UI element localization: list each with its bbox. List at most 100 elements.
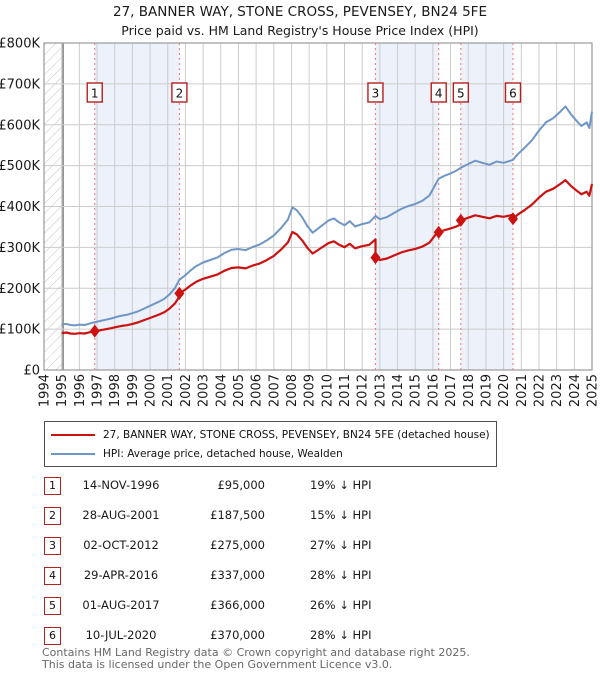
sale-row: 3 02-OCT-2012 £275,000 27% ↓ HPI — [0, 537, 600, 556]
sale-row: 1 14-NOV-1996 £95,000 19% ↓ HPI — [0, 477, 600, 496]
x-tick-label: 1996 — [73, 374, 88, 407]
sale-price: £275,000 — [210, 538, 265, 552]
footer-line-2: This data is licensed under the Open Gov… — [42, 657, 393, 671]
x-tick-label: 1997 — [91, 374, 106, 407]
sale-date: 10-JUL-2020 — [85, 628, 157, 642]
legend-line-swatch — [51, 452, 95, 455]
sale-number-flag-label: 4 — [435, 87, 443, 101]
sale-number-flag — [367, 82, 384, 103]
x-tick-label: 2022 — [532, 374, 547, 407]
x-tick-label: 1995 — [55, 374, 70, 407]
sale-number-flag-label: 3 — [372, 87, 380, 101]
y-tick-label: £700K — [0, 77, 40, 92]
sale-number: 2 — [44, 507, 61, 525]
sale-row: 5 01-AUG-2017 £366,000 26% ↓ HPI — [0, 597, 600, 616]
y-tick-label: £200K — [0, 282, 40, 297]
sale-vs-hpi: 19% ↓ HPI — [310, 478, 372, 492]
sale-number: 3 — [44, 537, 61, 555]
sale-price: £187,500 — [210, 508, 265, 522]
legend-label: 27, BANNER WAY, STONE CROSS, PEVENSEY, B… — [103, 428, 490, 441]
x-tick-label: 2015 — [409, 374, 424, 407]
x-tick-label: 2006 — [250, 374, 265, 407]
x-tick-label: 2021 — [515, 374, 530, 407]
x-tick-label: 2005 — [232, 374, 247, 407]
x-tick-label: 2023 — [550, 374, 565, 407]
sale-number-flag — [504, 82, 522, 103]
sale-number-flag-label: 1 — [91, 87, 99, 101]
sale-row: 4 29-APR-2016 £337,000 28% ↓ HPI — [0, 567, 600, 586]
sale-price: £366,000 — [210, 598, 265, 612]
sale-vs-hpi: 27% ↓ HPI — [310, 538, 372, 552]
x-tick-label: 2001 — [161, 374, 176, 407]
legend-line-swatch — [51, 433, 95, 436]
x-tick-label: 2017 — [444, 374, 459, 407]
sale-vs-hpi: 28% ↓ HPI — [310, 628, 372, 642]
legend-entry: HPI: Average price, detached house, Weal… — [45, 446, 496, 462]
sale-number-flag-label: 5 — [457, 87, 465, 101]
x-tick-label: 1994 — [38, 374, 53, 407]
price-history-chart: 1 2 3 4 5 6 £0 £100K £200K £300K £400K £500K £600K £7… — [0, 37, 600, 408]
sale-vs-hpi: 15% ↓ HPI — [310, 508, 372, 522]
sale-price: £337,000 — [210, 568, 265, 582]
x-tick-label: 2016 — [426, 374, 441, 407]
sale-marker-diamond — [507, 212, 518, 226]
sale-number-flag-label: 2 — [176, 87, 184, 101]
chart-title: 27, BANNER WAY, STONE CROSS, PEVENSEY, B… — [113, 4, 487, 20]
footer-line-1: Contains HM Land Registry data © Crown c… — [42, 646, 470, 659]
sale-marker-diamond — [370, 251, 381, 265]
y-tick-label: £100K — [0, 323, 40, 338]
sale-marker-diamond — [455, 213, 466, 227]
property-price-line — [61, 179, 594, 335]
sale-marker-diamond — [89, 324, 100, 338]
y-tick-label: £600K — [0, 118, 40, 133]
sale-price: £95,000 — [217, 478, 265, 492]
sale-row: 6 10-JUL-2020 £370,000 28% ↓ HPI — [0, 627, 600, 646]
x-tick-label: 1998 — [108, 374, 123, 407]
sale-number-flag — [171, 82, 188, 103]
sale-number: 4 — [44, 567, 61, 585]
x-tick-label: 2024 — [568, 374, 583, 407]
x-tick-label: 2014 — [391, 374, 406, 407]
x-tick-label: 2020 — [497, 374, 512, 407]
sale-date: 29-APR-2016 — [83, 568, 159, 582]
sale-number-flag-label: 6 — [509, 87, 517, 101]
sale-date: 01-AUG-2017 — [82, 598, 160, 612]
x-tick-label: 2004 — [214, 374, 229, 407]
y-tick-label: £800K — [0, 37, 40, 52]
sale-number: 6 — [44, 627, 61, 645]
sale-vs-hpi: 28% ↓ HPI — [310, 568, 372, 582]
x-tick-label: 2007 — [267, 374, 282, 407]
legend-label: HPI: Average price, detached house, Weal… — [103, 447, 343, 460]
x-tick-label: 2019 — [479, 374, 494, 407]
x-tick-label: 2000 — [144, 374, 159, 407]
sale-marker-diamond — [433, 225, 444, 239]
sale-date: 28-AUG-2001 — [82, 508, 160, 522]
x-tick-label: 2011 — [338, 374, 353, 407]
x-tick-label: 2018 — [462, 374, 477, 407]
y-tick-label: £400K — [0, 200, 40, 215]
sale-marker-diamond — [174, 286, 185, 300]
y-tick-label: £500K — [0, 159, 40, 174]
x-tick-label: 2008 — [285, 374, 300, 407]
y-tick-label: £0 — [23, 364, 40, 379]
license-footer: Contains HM Land Registry data © Crown c… — [42, 647, 598, 670]
x-tick-label: 2025 — [586, 374, 600, 407]
x-tick-label: 2012 — [356, 374, 371, 407]
sale-number: 5 — [44, 597, 61, 615]
sale-date: 14-NOV-1996 — [82, 478, 160, 492]
sale-number-flag — [430, 82, 447, 103]
sale-vs-hpi: 26% ↓ HPI — [310, 598, 372, 612]
sale-row: 2 28-AUG-2001 £187,500 15% ↓ HPI — [0, 507, 600, 526]
legend-entry: 27, BANNER WAY, STONE CROSS, PEVENSEY, B… — [45, 427, 496, 443]
sale-number: 1 — [44, 477, 61, 495]
sale-date: 02-OCT-2012 — [83, 538, 159, 552]
sale-price: £370,000 — [210, 628, 265, 642]
legend: 27, BANNER WAY, STONE CROSS, PEVENSEY, B… — [44, 421, 497, 467]
x-tick-label: 2010 — [320, 374, 335, 407]
x-tick-label: 2013 — [373, 374, 388, 407]
plot-border — [43, 42, 593, 371]
chart-subtitle: Price paid vs. HM Land Registry's House … — [121, 23, 479, 38]
x-tick-label: 2003 — [197, 374, 212, 407]
y-tick-label: £300K — [0, 241, 40, 256]
